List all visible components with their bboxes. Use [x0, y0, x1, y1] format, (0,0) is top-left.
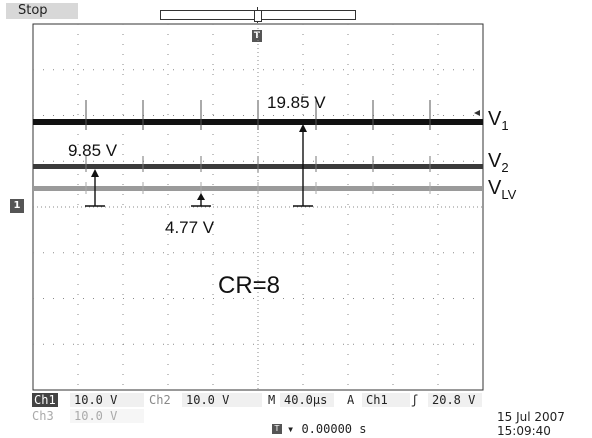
vlv-amplitude-arrow [191, 193, 211, 207]
v2-amplitude-arrow [85, 169, 105, 207]
v2-amplitude-label: 9.85 V [68, 141, 118, 160]
waveform-traces [33, 100, 483, 194]
time-display: 15:09:40 [497, 424, 551, 438]
trigger-marker-icon: T [252, 30, 262, 42]
horizontal-position-icon: T [272, 424, 282, 434]
trigger-level: 20.8 V [428, 393, 482, 407]
compression-ratio-label: CR=8 [218, 272, 281, 299]
timebase-tag[interactable]: M [268, 393, 276, 407]
trigger-source: Ch1 [362, 393, 410, 407]
trace-spikes [85, 100, 431, 194]
v1-amplitude-arrow [293, 124, 313, 207]
v1-amplitude-label: 19.85 V [267, 93, 326, 112]
ch3-scale: 10.0 V [70, 409, 144, 423]
trigger-position-icon [254, 10, 262, 22]
vlv-amplitude-label: 4.77 V [165, 218, 215, 237]
trigger-tag[interactable]: A [347, 393, 355, 407]
ch2-tag[interactable]: Ch2 [149, 393, 171, 407]
trace-label-v2: V2 [488, 150, 509, 175]
trace-label-vlv: VLV [488, 177, 517, 202]
ch1-scale: 10.0 V [70, 393, 144, 407]
timebase-value: 40.0µs [280, 393, 334, 407]
acquisition-state: Stop [6, 3, 78, 19]
top-bar: Stop [0, 0, 592, 23]
ch1-tag[interactable]: Ch1 [32, 393, 58, 407]
horizontal-position: ▾ 0.00000 s [287, 422, 367, 436]
ch3-tag[interactable]: Ch3 [32, 409, 54, 423]
graticule-grid [33, 24, 483, 390]
trigger-slope-icon: ʃ [411, 393, 419, 407]
ch1-ground-marker-icon: 1 [10, 199, 24, 213]
trace-label-v1: V1 [488, 108, 509, 133]
date-display: 15 Jul 2007 [497, 410, 565, 424]
ch2-scale: 10.0 V [182, 393, 262, 407]
v1-level-indicator [474, 110, 480, 116]
